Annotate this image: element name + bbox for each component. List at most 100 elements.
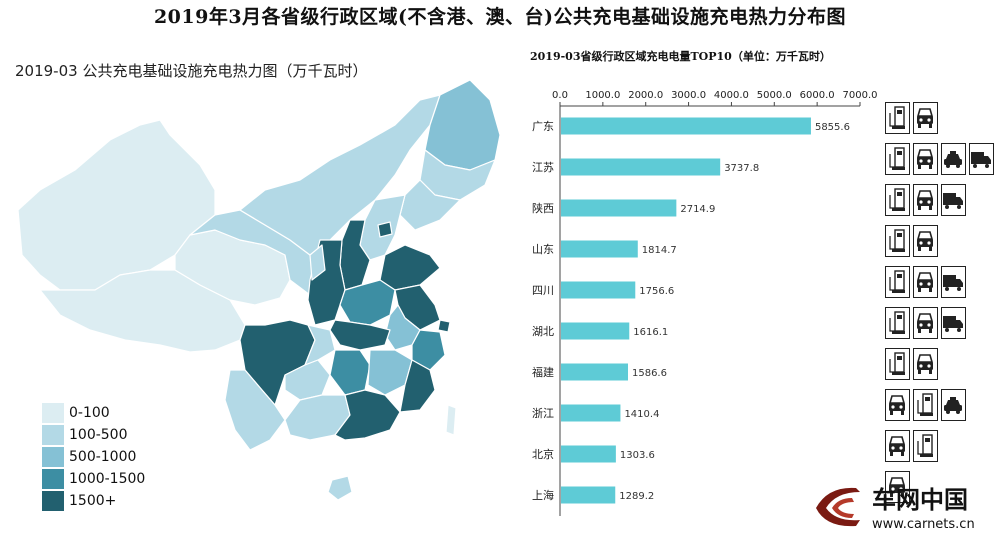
region-taiwan [445, 404, 457, 436]
charger-icon [913, 389, 938, 421]
data-label: 5855.6 [815, 122, 850, 133]
charger-icon [885, 143, 910, 175]
icon-row [885, 143, 994, 175]
legend-swatch [42, 469, 64, 489]
data-label: 1289.2 [619, 491, 654, 502]
region-fujian [399, 359, 436, 413]
category-label: 湖北 [532, 325, 554, 338]
charger-icon [885, 184, 910, 216]
data-label: 3737.8 [724, 163, 759, 174]
map-title: 2019-03 公共充电基础设施充电热力图（万千瓦时） [15, 62, 368, 80]
china-heat-map [17, 79, 501, 501]
charger-icon [885, 348, 910, 380]
top10-bar-chart: 2019-03省级行政区域充电电量TOP10（单位：万千瓦时） 0.0 1000.… [530, 49, 878, 516]
region-hubei [329, 319, 391, 351]
x-tick-label: 2000.0 [628, 90, 663, 101]
bar [561, 199, 677, 217]
charger-icon [885, 225, 910, 257]
car-icon [913, 143, 938, 175]
region-ningxia [309, 244, 326, 281]
bar [561, 158, 721, 176]
icon-row [885, 430, 938, 462]
truck-icon [941, 184, 966, 216]
car-icon [913, 266, 938, 298]
charger-icon [885, 102, 910, 134]
category-label: 福建 [532, 365, 554, 379]
map-legend: 0-100 100-500 500-1000 1000-1500 1500+ [42, 402, 145, 512]
legend-label: 1500+ [69, 493, 117, 509]
bar [561, 445, 616, 463]
region-hunan [329, 349, 371, 396]
region-heilongjiang [424, 79, 501, 171]
x-tick-label: 0.0 [552, 90, 568, 101]
taxi-icon [941, 143, 966, 175]
bar [561, 117, 811, 135]
car-icon [913, 102, 938, 134]
category-label: 广东 [532, 120, 554, 133]
category-label: 四川 [532, 284, 554, 297]
car-icon [913, 225, 938, 257]
car-icon [885, 389, 910, 421]
car-icon [913, 184, 938, 216]
x-tick-label: 1000.0 [585, 90, 620, 101]
data-label: 1410.4 [624, 409, 659, 420]
data-label: 1814.7 [642, 245, 677, 256]
icon-row [885, 184, 966, 216]
region-shandong [379, 244, 441, 291]
watermark-url: www.carnets.cn [872, 517, 975, 532]
truck-icon [941, 266, 966, 298]
car-icon [885, 430, 910, 462]
data-label: 1303.6 [620, 450, 655, 461]
category-label: 上海 [532, 488, 554, 502]
bars: 广东 5855.6 江苏 3737.8 陕西 2714.9 山东 1814.7 四川 1756.6… [532, 117, 850, 504]
chart-title: 2019-03省级行政区域充电电量TOP10（单位：万千瓦时） [530, 49, 831, 63]
charger-icon [913, 430, 938, 462]
category-label: 北京 [532, 447, 554, 461]
legend-label: 100-500 [69, 427, 128, 443]
x-tick-label: 3000.0 [671, 90, 706, 101]
region-yunnan [224, 369, 286, 451]
category-label: 浙江 [532, 407, 554, 420]
data-label: 1616.1 [633, 327, 668, 338]
icon-row [885, 102, 938, 134]
legend-swatch [42, 425, 64, 445]
legend-item: 500-1000 [42, 446, 145, 468]
bar [561, 486, 616, 504]
category-label: 山东 [532, 243, 554, 256]
data-label: 1756.6 [639, 286, 674, 297]
region-hainan [327, 475, 353, 501]
region-guangdong [334, 389, 401, 441]
legend-label: 1000-1500 [69, 471, 146, 487]
bar [561, 404, 621, 422]
category-label: 陕西 [532, 201, 554, 215]
legend-label: 500-1000 [69, 449, 137, 465]
charger-icon [885, 307, 910, 339]
x-tick-label: 4000.0 [714, 90, 749, 101]
watermark-brand: 车网中国 [872, 486, 968, 514]
car-icon [913, 348, 938, 380]
legend-item: 100-500 [42, 424, 145, 446]
x-tick-label: 6000.0 [800, 90, 835, 101]
legend-label: 0-100 [69, 405, 110, 421]
bar [561, 363, 628, 381]
data-label: 1586.6 [632, 368, 667, 379]
truck-icon [941, 307, 966, 339]
bar [561, 322, 630, 340]
legend-item: 1500+ [42, 490, 145, 512]
car-icon [885, 471, 910, 503]
car-icon [913, 307, 938, 339]
bar [561, 240, 638, 258]
x-axis: 0.0 1000.0 2000.0 3000.0 4000.0 5000.0 6000.0 7… [552, 90, 878, 516]
page-title: 2019年3月各省级行政区域(不含港、澳、台)公共充电基础设施充电热力分布图 [153, 6, 847, 28]
legend-item: 1000-1500 [42, 468, 145, 490]
legend-item: 0-100 [42, 402, 145, 424]
x-tick-label: 7000.0 [843, 90, 878, 101]
icon-row [885, 225, 938, 257]
category-label: 江苏 [532, 161, 554, 174]
data-label: 2714.9 [680, 204, 715, 215]
legend-swatch [42, 447, 64, 467]
icon-row [885, 389, 966, 421]
region-beijing [377, 221, 393, 238]
icon-row [885, 307, 966, 339]
legend-swatch [42, 403, 64, 423]
